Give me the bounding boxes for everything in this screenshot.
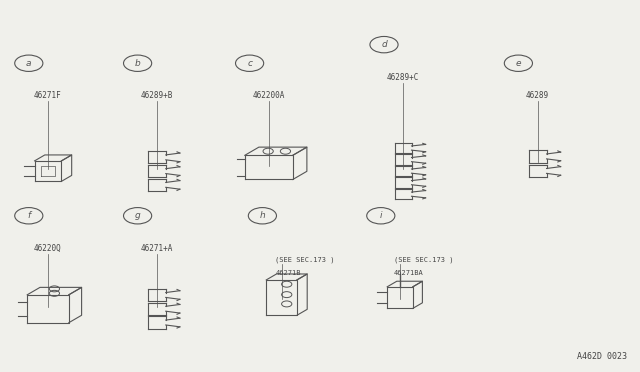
Text: 46220Q: 46220Q <box>34 244 62 253</box>
Text: 46271B: 46271B <box>275 270 301 276</box>
Text: 46271+A: 46271+A <box>141 244 173 253</box>
Text: i: i <box>380 211 382 220</box>
Text: e: e <box>516 59 521 68</box>
Text: 46271F: 46271F <box>34 92 62 100</box>
Text: c: c <box>247 59 252 68</box>
Text: b: b <box>135 59 140 68</box>
Text: (SEE SEC.173 ): (SEE SEC.173 ) <box>394 257 453 263</box>
Text: d: d <box>381 40 387 49</box>
Text: (SEE SEC.173 ): (SEE SEC.173 ) <box>275 257 335 263</box>
Text: 46289: 46289 <box>526 92 549 100</box>
Text: 46289+C: 46289+C <box>387 73 419 82</box>
Text: A462D 0023: A462D 0023 <box>577 352 627 361</box>
Text: 46289+B: 46289+B <box>141 92 173 100</box>
Text: 46271BA: 46271BA <box>394 270 423 276</box>
Text: g: g <box>135 211 140 220</box>
Text: a: a <box>26 59 31 68</box>
Text: h: h <box>260 211 265 220</box>
Text: 462200A: 462200A <box>253 92 285 100</box>
Text: f: f <box>28 211 30 220</box>
